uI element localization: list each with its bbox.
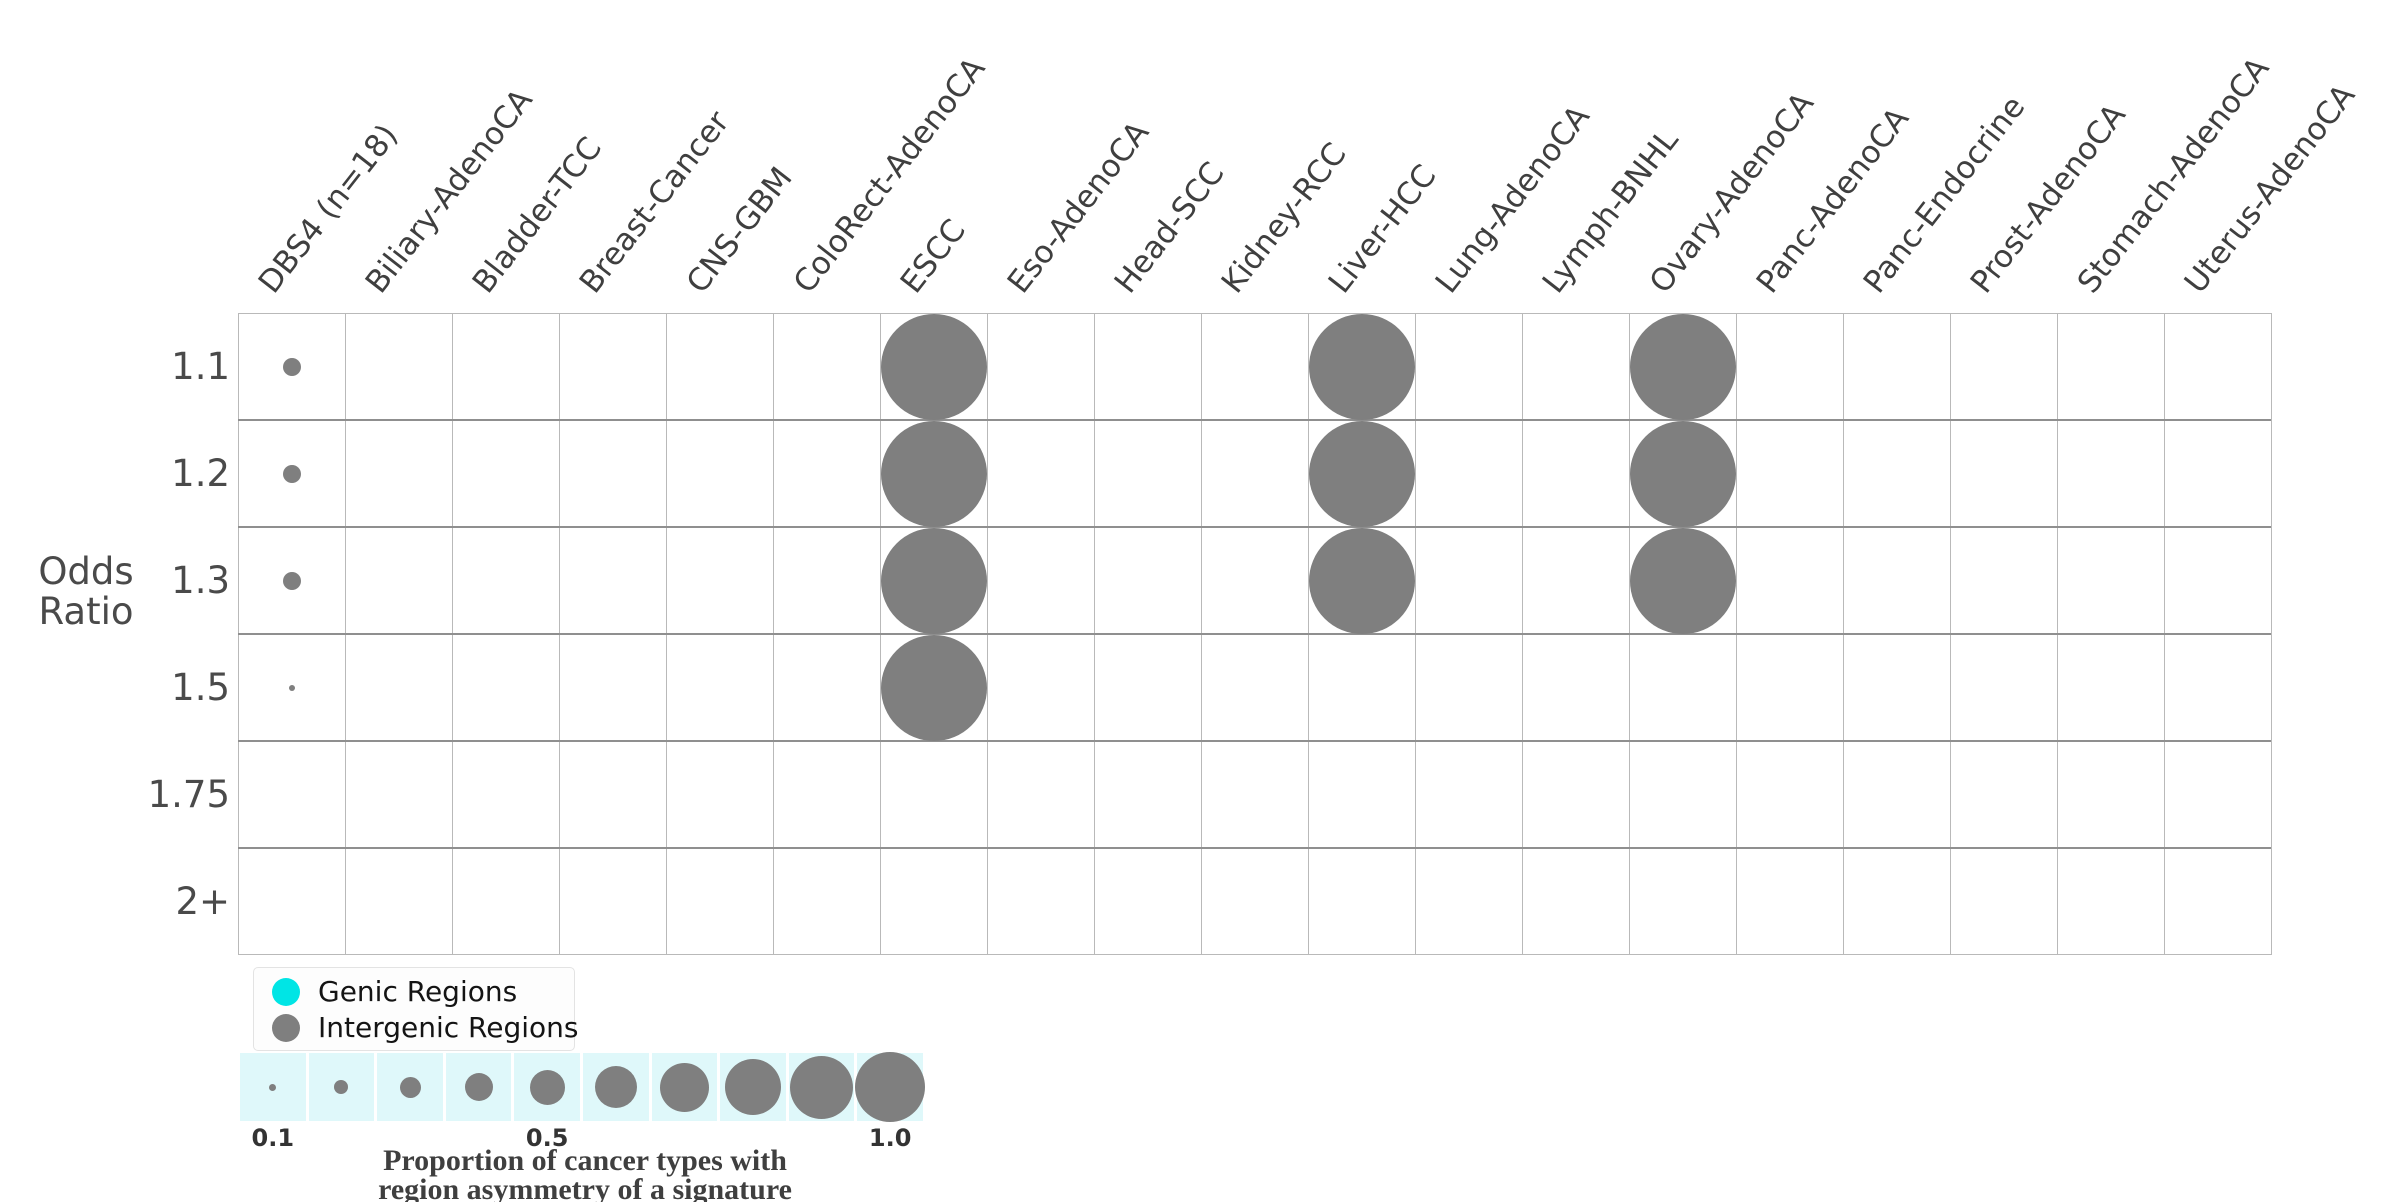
legend-label-intergenic: Intergenic Regions [318,1011,579,1044]
y-axis-title: Odds Ratio [14,552,158,632]
y-axis-title-line2: Ratio [38,590,134,633]
size-legend-bubble [464,1073,493,1101]
legend-entry-genic: Genic Regions [272,974,574,1010]
size-legend-tick: 1.0 [868,1124,912,1152]
size-legend-bubble [269,1083,277,1091]
size-legend-bubble [725,1059,781,1115]
y-axis-title-line1: Odds [38,550,134,593]
size-legend-bubble [855,1052,926,1122]
bubble [1308,527,1415,634]
size-legend-caption-line1: Proportion of cancer types with [383,1144,787,1177]
bubble [1629,313,1736,420]
size-legend-bubble [659,1062,709,1112]
column-header: ColoRect-AdenoCA [786,50,992,300]
size-legend-tick: 0.1 [251,1124,295,1152]
grid-line-horizontal [238,740,2271,742]
legend-label-genic: Genic Regions [318,975,518,1008]
bubble [880,420,987,527]
bubble [282,571,301,590]
bubble [880,527,987,634]
row-label: 1.5 [171,665,230,709]
grid-line-horizontal [238,419,2271,421]
grid-line-horizontal [238,633,2271,635]
row-label: 1.75 [147,772,230,816]
size-legend-caption-line2: region asymmetry of a signature [378,1173,792,1202]
bubble [1629,420,1736,527]
size-legend-bubble [334,1080,349,1094]
bubble [288,684,295,691]
size-legend-bubble [529,1069,565,1105]
size-legend-bubble [790,1055,854,1119]
bubble [282,464,301,483]
grid-line-horizontal [238,526,2271,528]
column-header: Head-SCC [1107,155,1232,300]
intergenic-regions-dot-icon [272,1014,300,1042]
row-label: 1.1 [171,344,230,388]
column-header: Stomach-AdenoCA [2070,50,2276,300]
column-header: CNS-GBM [679,160,800,300]
bubble [880,634,987,741]
bubble [282,357,301,376]
size-legend-tick: 0.5 [525,1124,569,1152]
row-label: 1.3 [171,558,230,602]
genic-regions-dot-icon [272,978,300,1006]
bubble [1308,420,1415,527]
size-legend-bubble [399,1076,421,1098]
size-legend-bubble [594,1066,637,1108]
legend-entry-intergenic: Intergenic Regions [272,1010,579,1046]
grid-line-horizontal [238,847,2271,849]
bubble [1629,527,1736,634]
column-header: ESCC [893,212,973,300]
bubble [1308,313,1415,420]
column-header: Liver-HCC [1321,158,1443,300]
row-label: 2+ [175,879,230,923]
legend: Genic Regions Intergenic Regions [253,967,579,1051]
bubble [880,313,987,420]
row-label: 1.2 [171,451,230,495]
